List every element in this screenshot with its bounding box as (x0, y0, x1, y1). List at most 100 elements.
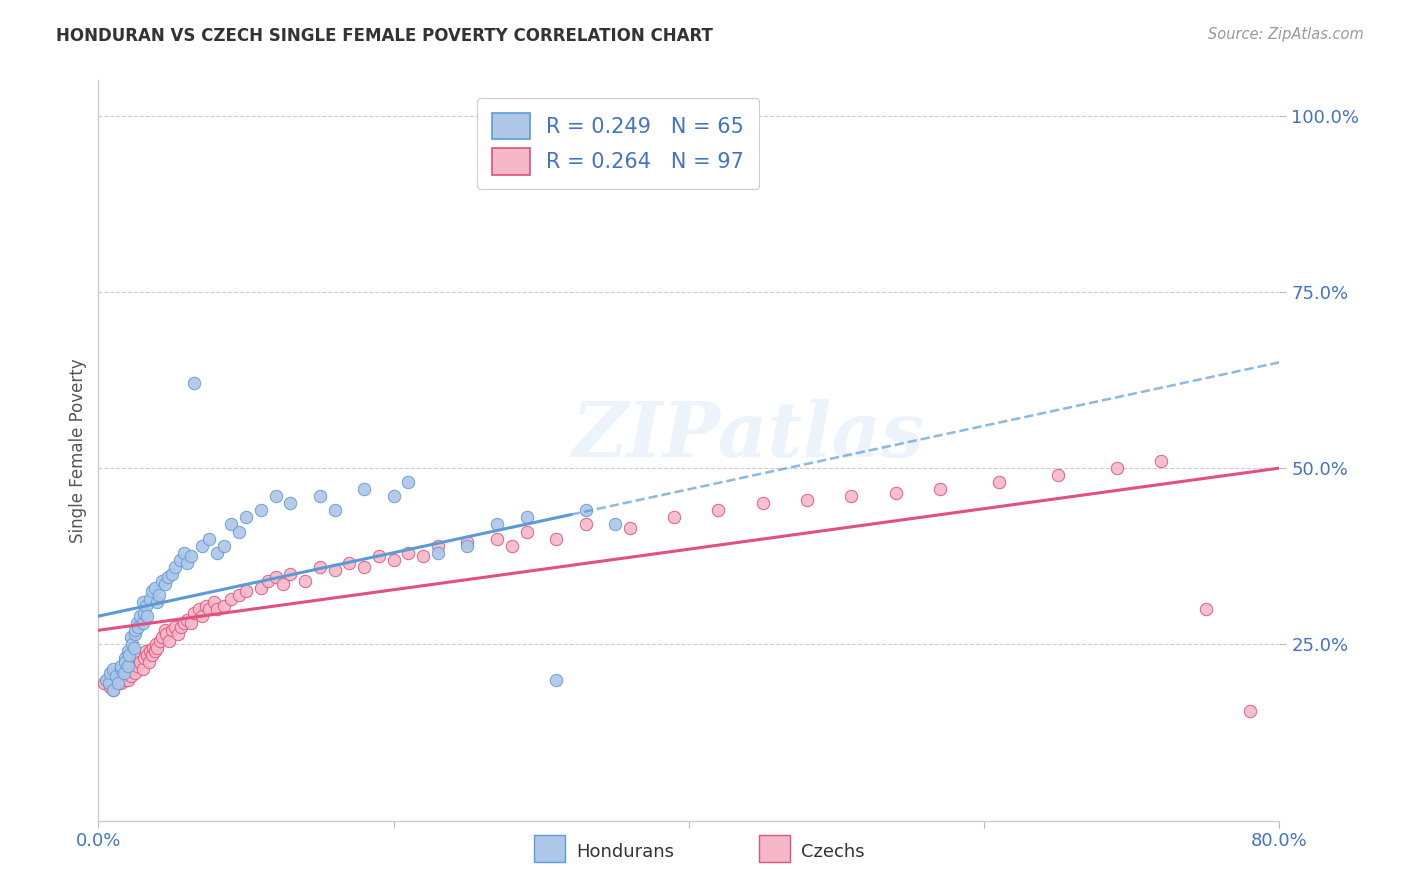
Point (884, 485, 907, 500)
Point (121, 662, 143, 676)
Point (309, 559, 332, 574)
Point (165, 620, 187, 634)
Point (250, 581, 273, 595)
Point (707, 503, 730, 517)
Point (143, 644, 166, 658)
Point (120, 658, 142, 673)
Point (156, 570, 179, 584)
Point (132, 595, 155, 609)
Point (135, 644, 157, 658)
Point (98, 680, 121, 694)
Point (149, 633, 172, 648)
Point (114, 651, 136, 665)
Point (427, 546, 450, 560)
Point (398, 546, 420, 560)
Point (250, 503, 273, 517)
Point (353, 559, 375, 574)
Point (114, 673, 136, 687)
Point (136, 609, 159, 624)
Point (162, 624, 183, 638)
Point (221, 517, 243, 532)
Point (134, 651, 156, 665)
Text: Czechs: Czechs (801, 843, 865, 862)
Point (294, 574, 316, 588)
Point (1239, 704, 1261, 718)
Point (575, 503, 598, 517)
Point (112, 665, 135, 680)
Point (110, 662, 132, 676)
Point (382, 489, 405, 503)
Bar (759, 835, 790, 862)
Point (103, 665, 125, 680)
Point (134, 606, 156, 620)
Point (1195, 602, 1218, 616)
Point (143, 581, 166, 595)
Point (111, 669, 134, 683)
Point (796, 492, 818, 507)
Point (212, 599, 235, 613)
Point (398, 475, 420, 490)
Point (121, 637, 143, 651)
Point (501, 539, 523, 553)
Point (117, 658, 139, 673)
Point (103, 683, 125, 698)
Point (118, 662, 141, 676)
Point (752, 496, 775, 510)
Point (198, 532, 221, 546)
Point (127, 651, 149, 665)
Point (1107, 461, 1129, 475)
Point (128, 609, 150, 624)
Point (138, 655, 160, 669)
Point (142, 640, 165, 655)
Point (212, 539, 235, 553)
Point (280, 496, 302, 510)
Point (205, 602, 228, 616)
Point (412, 549, 434, 564)
Y-axis label: Single Female Poverty: Single Female Poverty (69, 359, 87, 542)
Point (165, 559, 187, 574)
Point (122, 640, 145, 655)
Point (988, 475, 1011, 490)
Point (235, 510, 257, 524)
Point (191, 609, 214, 624)
Point (1150, 454, 1173, 468)
Point (145, 637, 167, 651)
Point (183, 606, 205, 620)
Point (107, 676, 129, 690)
Point (117, 673, 139, 687)
Text: Hondurans: Hondurans (576, 843, 675, 862)
Point (1046, 468, 1070, 483)
Point (105, 669, 128, 683)
Point (104, 676, 127, 690)
Point (173, 616, 195, 631)
Point (180, 616, 202, 631)
Text: HONDURAN VS CZECH SINGLE FEMALE POVERTY CORRELATION CHART: HONDURAN VS CZECH SINGLE FEMALE POVERTY … (56, 27, 713, 45)
Point (120, 669, 142, 683)
Point (132, 662, 155, 676)
Point (125, 616, 148, 631)
Point (173, 546, 195, 560)
Point (176, 556, 198, 570)
Point (170, 620, 193, 634)
Point (619, 521, 641, 535)
Point (228, 588, 250, 602)
Point (150, 574, 173, 588)
Point (146, 640, 169, 655)
Point (124, 627, 146, 641)
Point (323, 563, 346, 577)
Point (108, 665, 131, 680)
Point (235, 584, 257, 599)
Point (157, 633, 180, 648)
Point (148, 588, 170, 602)
Point (309, 489, 332, 503)
Point (153, 577, 176, 591)
Point (93, 676, 115, 690)
Point (368, 549, 391, 564)
Point (139, 644, 162, 658)
Point (195, 599, 218, 613)
Point (167, 627, 190, 641)
Point (546, 532, 568, 546)
Point (122, 655, 145, 669)
Point (141, 584, 163, 599)
Point (100, 669, 122, 683)
